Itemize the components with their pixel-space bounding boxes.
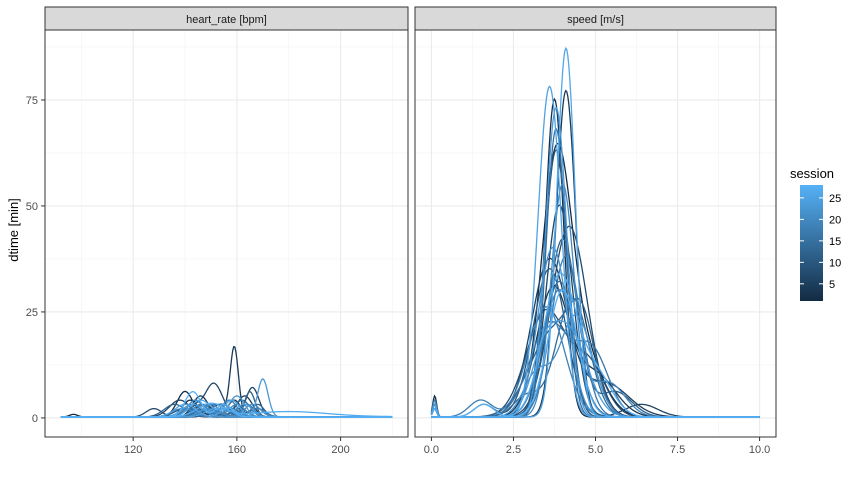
series-line-session-28	[60, 391, 393, 418]
legend-tick-label: 25	[829, 193, 841, 205]
panel-background	[45, 30, 408, 437]
legend-title: session	[790, 166, 834, 181]
y-tick-label: 0	[32, 413, 38, 425]
x-tick-label: 2.5	[506, 444, 521, 456]
y-axis-title: dtime [min]	[6, 198, 21, 262]
x-tick-label: 120	[124, 444, 142, 456]
x-tick-label: 7.5	[670, 444, 685, 456]
legend-colorbar	[800, 185, 823, 301]
legend-tick-label: 20	[829, 214, 841, 226]
panel-border	[44, 29, 409, 438]
legend: session 5 10 15 20 25	[790, 166, 841, 301]
series-line-session-28	[431, 289, 760, 418]
y-tick-label: 50	[26, 201, 38, 213]
series-group	[60, 345, 393, 418]
y-tick-label: 75	[26, 95, 38, 107]
facet-strip-label: speed [m/s]	[567, 14, 624, 26]
panel-0: heart_rate [bpm] 120 160 200 0 25 50 75	[26, 6, 409, 456]
facet-strip-label: heart_rate [bpm]	[186, 14, 267, 26]
series-group	[430, 46, 760, 418]
x-tick-label: 10.0	[749, 444, 770, 456]
x-tick-label: 160	[228, 444, 246, 456]
legend-tick-label: 15	[829, 236, 841, 248]
x-tick-label: 0.0	[424, 444, 439, 456]
x-tick-label: 5.0	[588, 444, 603, 456]
legend-tick-label: 5	[829, 279, 835, 291]
y-tick-label: 25	[26, 307, 38, 319]
x-tick-label: 200	[331, 444, 349, 456]
panel-1: speed [m/s] 0.0 2.5 5.0 7.5 10.0	[414, 6, 777, 456]
legend-tick-label: 10	[829, 257, 841, 269]
